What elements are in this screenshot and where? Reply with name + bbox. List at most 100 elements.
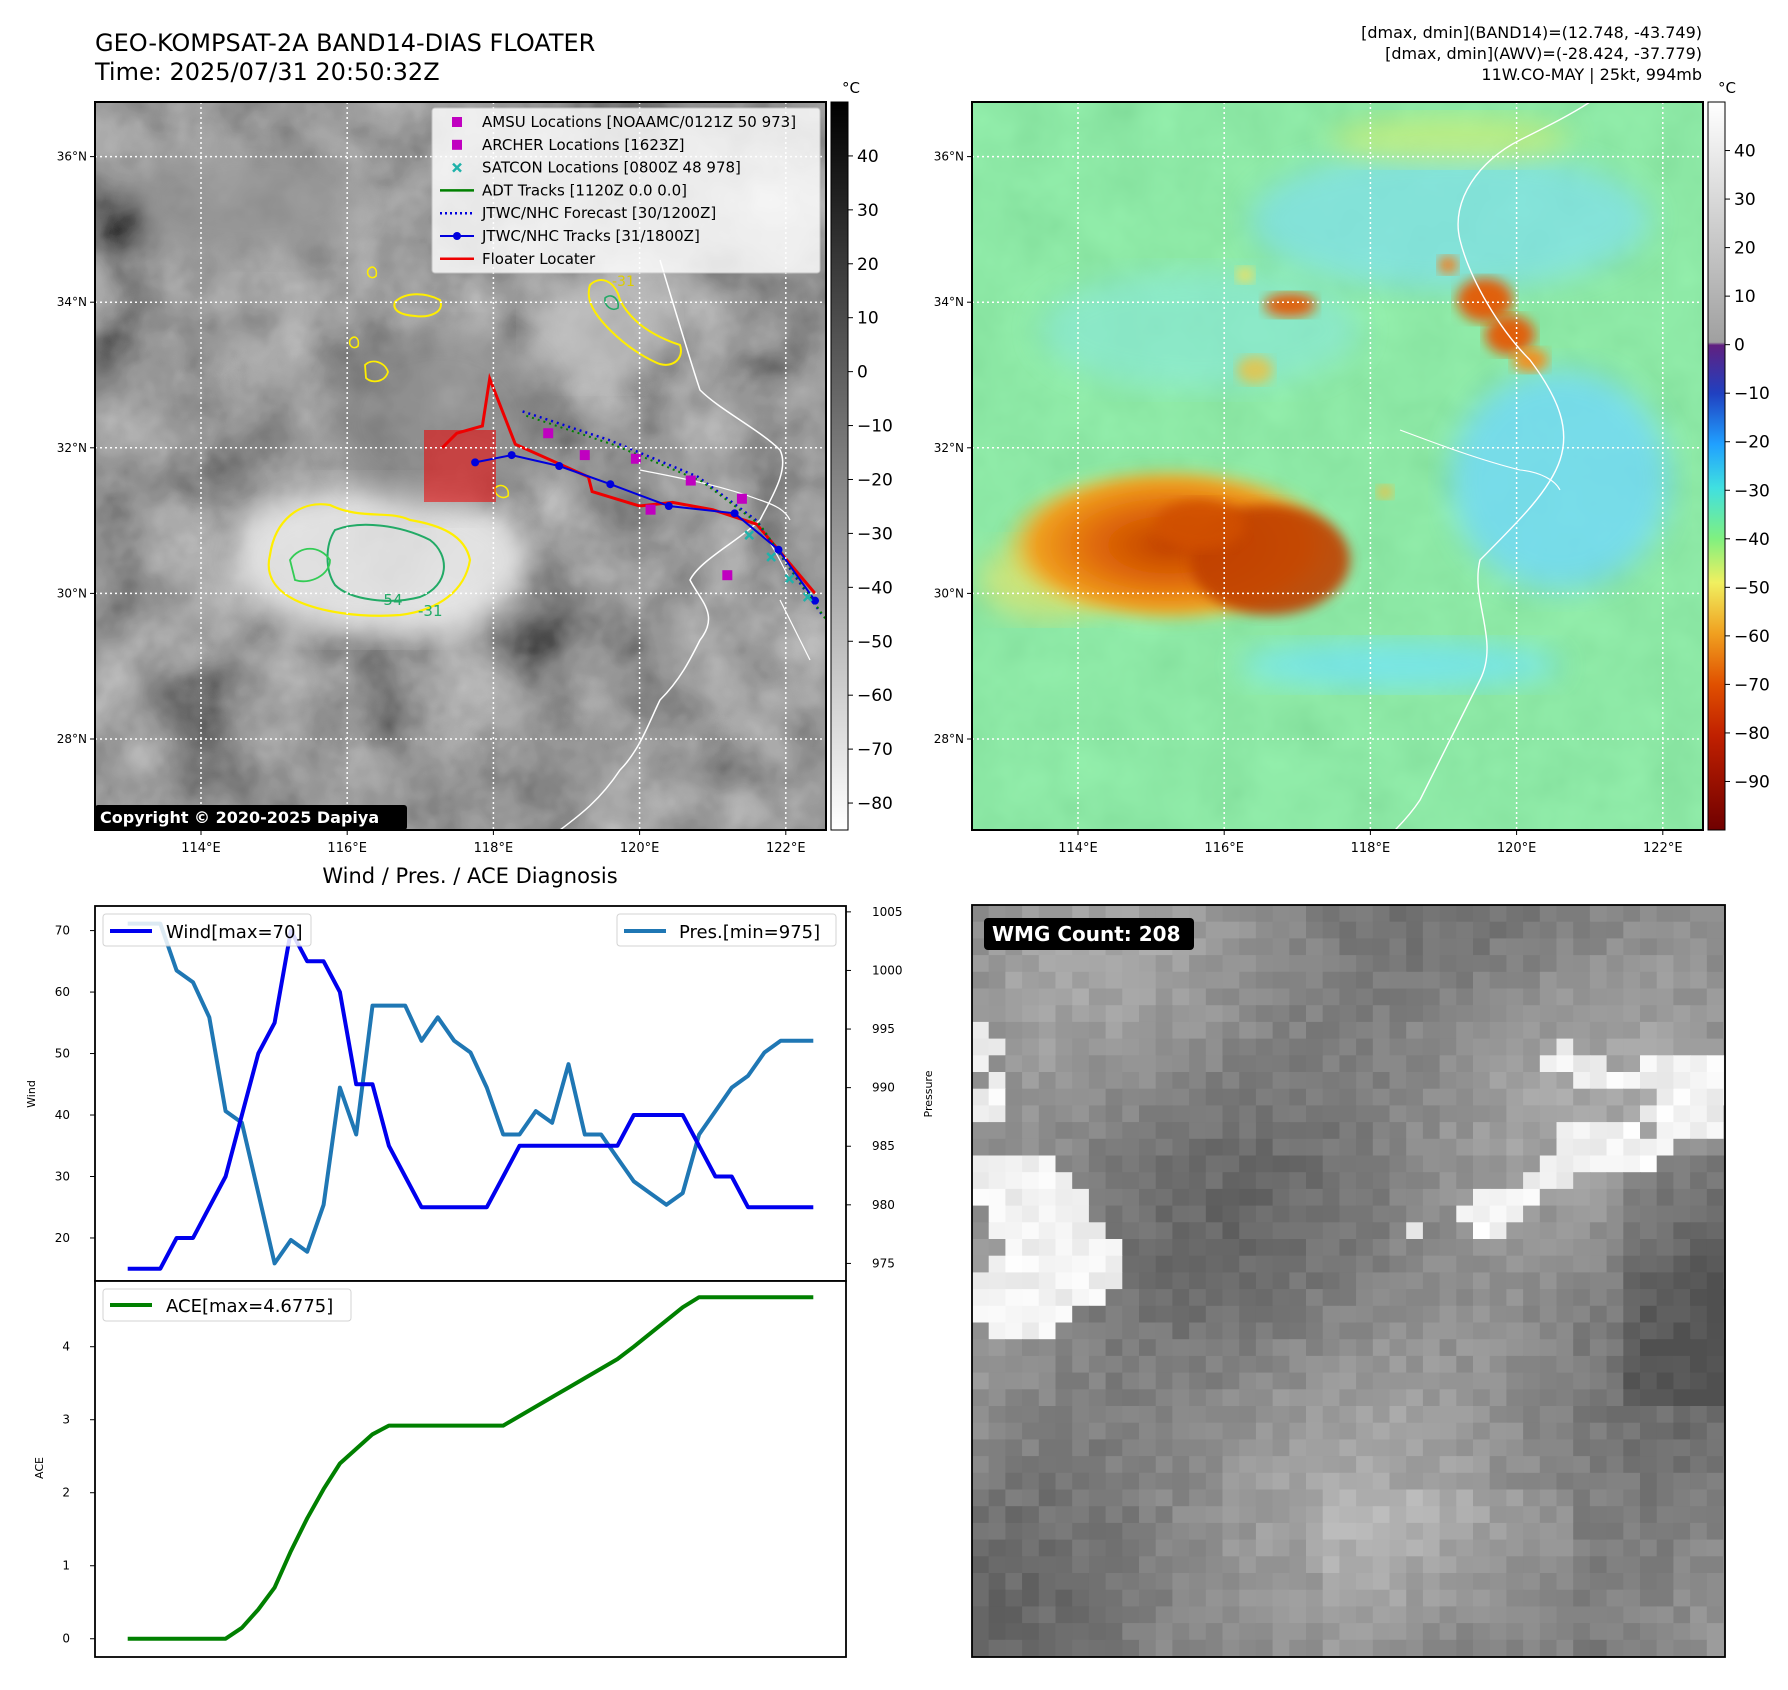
coastline xyxy=(559,259,784,830)
legend-dot xyxy=(453,232,461,240)
wv-lon-label: 114°E xyxy=(1058,841,1098,856)
colorbar-tick-label: 40 xyxy=(1734,142,1756,162)
colorbar-tick-label: 10 xyxy=(1734,287,1756,307)
ir-lat-label: 36°N xyxy=(57,150,87,164)
figure-time: Time: 2025/07/31 20:50:32Z xyxy=(94,58,440,86)
amsu-location-marker xyxy=(543,428,554,439)
figure-title: GEO-KOMPSAT-2A BAND14-DIAS FLOATER xyxy=(95,29,595,57)
contour-label-3: -31 xyxy=(612,274,635,290)
wind-legend: Wind[max=70] xyxy=(102,913,312,947)
jtwc-track-point xyxy=(730,509,739,518)
colorbar-tick-label: 20 xyxy=(857,255,879,275)
pres-ylabel: Pressure xyxy=(922,1070,935,1117)
pres-tick-label: 985 xyxy=(872,1139,895,1153)
wv-lat-label: 30°N xyxy=(934,586,964,600)
pres-tick-label: 995 xyxy=(872,1022,895,1036)
amsu-location-marker xyxy=(685,475,696,486)
ir-lat-label: 28°N xyxy=(57,732,87,746)
contour-yellow-ne xyxy=(587,279,682,366)
jtwc-track-line xyxy=(474,454,816,602)
wind-tick-label: 40 xyxy=(55,1108,70,1122)
info-band14: [dmax, dmin](BAND14)=(12.748, -43.749) xyxy=(1361,23,1702,42)
colorbar-tick-label: 40 xyxy=(857,147,879,167)
wv-lon-label: 122°E xyxy=(1643,841,1683,856)
wv-lat-label: 34°N xyxy=(934,295,964,309)
legend-item: ARCHER Locations [1623Z] xyxy=(452,136,685,154)
legend-x-marker xyxy=(452,162,462,173)
ir-lat-label: 32°N xyxy=(57,441,87,455)
ace-tick-label: 0 xyxy=(62,1632,70,1646)
copyright-box xyxy=(95,805,407,830)
jtwc-track-point xyxy=(471,458,480,467)
ace-tick-label: 4 xyxy=(62,1340,70,1354)
colorbar-tick-label: −40 xyxy=(1734,530,1770,550)
colorbar-tick-label: 0 xyxy=(857,363,868,383)
satcon-location-marker xyxy=(766,552,777,562)
colorbar-tick-label: −10 xyxy=(857,417,893,437)
colorbar-tick-label: −70 xyxy=(857,740,893,760)
wv-map-frame xyxy=(971,101,1704,831)
wind-tick-label: 50 xyxy=(55,1047,70,1061)
colorbar-tick-label: −50 xyxy=(857,632,893,652)
ace-ylabel: ACE xyxy=(33,1457,46,1479)
ace-series-line xyxy=(127,1295,814,1641)
legend-item: SATCON Locations [0800Z 48 978] xyxy=(452,159,741,177)
wmg-panel: WMG Count: 208 xyxy=(971,904,1726,1658)
contour-green-ne xyxy=(604,295,620,311)
river-yangtze xyxy=(639,469,791,521)
jtwc-track-point xyxy=(664,502,673,511)
diagnosis-title: Wind / Pres. / ACE Diagnosis xyxy=(322,864,617,888)
wmg-count-label: WMG Count: 208 xyxy=(992,922,1181,946)
map-legend: AMSU Locations [NOAAMC/0121Z 50 973] ARCH… xyxy=(431,107,821,274)
wv-lon-label: 118°E xyxy=(1351,841,1391,856)
ir-lon-label: 120°E xyxy=(620,841,660,856)
wind-legend-label: Wind[max=70] xyxy=(166,922,303,943)
wv-colorbar: °C 40 30 20 10 0 −10 −20 −30 −40 −50 −60 −70 −80 −90 xyxy=(1707,79,1770,831)
colorbar-tick-label: −60 xyxy=(857,686,893,706)
colorbar-tick-label: −20 xyxy=(857,470,893,490)
colorbar-tick-label: −80 xyxy=(857,794,893,814)
satcon-location-marker xyxy=(784,573,795,584)
colorbar-tick-label: −70 xyxy=(1734,675,1770,695)
colorbar-tick-label: −80 xyxy=(1734,724,1770,744)
jtwc-track-point xyxy=(774,545,783,554)
ir-colorbar: °C 40 30 20 10 0 −10 −20 −30 −40 −50 −60 −70 −80 xyxy=(830,79,893,831)
wind-pres-frame xyxy=(94,905,847,1282)
contour-yellow-c xyxy=(494,484,510,499)
legend-item: JTWC/NHC Forecast [30/1200Z] xyxy=(440,204,716,222)
contour-yellow-w xyxy=(364,360,389,383)
ir-map-frame xyxy=(94,101,827,831)
ace-frame xyxy=(94,1280,847,1658)
colorbar-tick-label: 30 xyxy=(857,201,879,221)
legend-label: ADT Tracks [1120Z 0.0 0.0] xyxy=(482,181,687,199)
pres-tick-label: 975 xyxy=(872,1256,895,1270)
legend-item: ADT Tracks [1120Z 0.0 0.0] xyxy=(440,181,687,199)
amsu-location-marker xyxy=(645,504,656,515)
wv-lat-label: 36°N xyxy=(934,150,964,164)
ace-tick-label: 3 xyxy=(62,1413,70,1427)
ir-lon-label: 116°E xyxy=(327,841,367,856)
legend-label: SATCON Locations [0800Z 48 978] xyxy=(482,159,741,177)
jtwc-track-point xyxy=(555,462,564,470)
jtwc-track-point xyxy=(507,451,516,460)
legend-label: JTWC/NHC Tracks [31/1800Z] xyxy=(481,227,700,245)
amsu-location-marker xyxy=(579,450,590,461)
ir-map-panel: -54 -31 -31 114°E 116°E 118°E 120°E 122°E 36°… xyxy=(57,101,827,856)
colorbar-tick-label: −10 xyxy=(1734,384,1770,404)
contour-yellow-main xyxy=(267,503,472,617)
amsu-location-marker xyxy=(736,493,747,504)
wv-lat-label: 32°N xyxy=(934,441,964,455)
wv-colorbar-unit: °C xyxy=(1718,79,1736,97)
ir-lon-label: 122°E xyxy=(766,841,806,856)
wind-tick-label: 30 xyxy=(55,1169,70,1183)
ace-tick-label: 2 xyxy=(62,1486,70,1500)
wind-tick-label: 60 xyxy=(55,985,70,999)
wmg-count-box xyxy=(984,918,1194,950)
wind-series-line xyxy=(127,928,814,1271)
satcon-location-marker xyxy=(802,592,813,602)
colorbar-tick-label: 10 xyxy=(857,309,879,329)
wv-map-panel: 114°E 116°E 118°E 120°E 122°E 36°N 34°N 32°N 30°… xyxy=(934,101,1704,856)
ace-legend-label: ACE[max=4.6775] xyxy=(166,1296,333,1317)
amsu-location-marker xyxy=(722,570,733,581)
wv-coast-north xyxy=(1457,102,1591,241)
